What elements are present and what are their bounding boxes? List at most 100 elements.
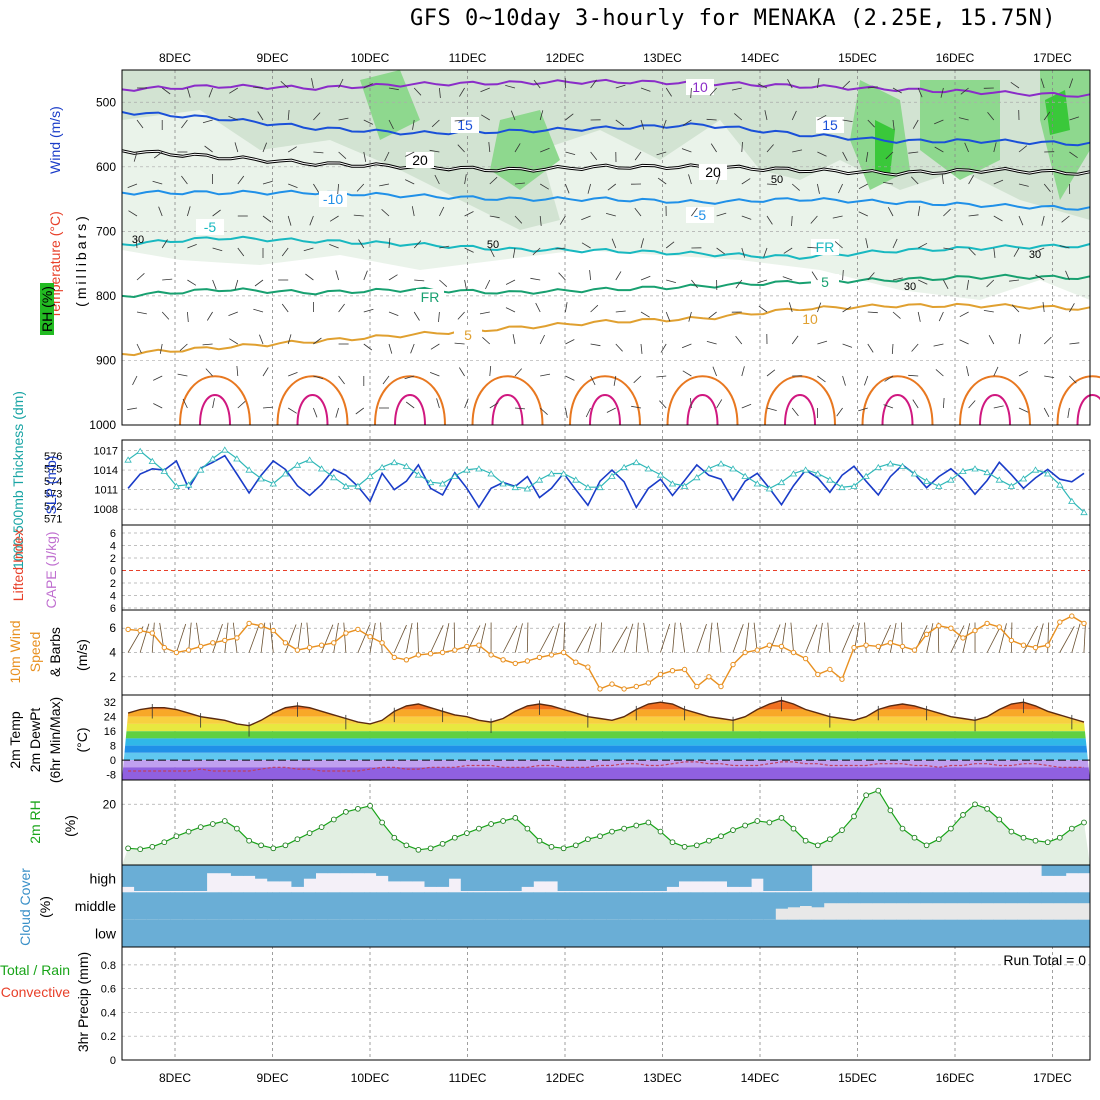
wind-barb	[212, 398, 215, 409]
wind-barb	[864, 375, 869, 386]
wind-barb	[431, 119, 440, 128]
precip-tick: 0.2	[101, 1031, 116, 1043]
thickness-marker	[523, 485, 532, 492]
wind10-point	[609, 681, 615, 687]
wind-barb	[640, 119, 645, 130]
wind10-barb	[212, 623, 223, 653]
isotherm-25-loop	[1056, 375, 1100, 426]
wind-barb	[411, 206, 415, 217]
wind10-barb	[539, 625, 554, 653]
wind-barb	[535, 302, 541, 313]
thickness-marker	[717, 460, 725, 467]
label-wind10: 10m Wind	[7, 620, 23, 683]
cloud-bar	[364, 892, 377, 920]
rh2m-point	[718, 833, 724, 840]
wind-barb	[1043, 336, 1052, 345]
isotherm-30-loop	[979, 394, 1011, 426]
wind-barb	[817, 340, 828, 345]
wind-barb	[615, 271, 622, 281]
date-label-top: 15DEC	[838, 51, 877, 65]
date-label-top: 13DEC	[643, 51, 682, 65]
cloud-bar	[1053, 865, 1067, 876]
wind-barb	[688, 311, 692, 322]
wind-barb	[363, 83, 373, 89]
cloud-row-label: high	[90, 871, 116, 887]
wind-barb	[358, 239, 365, 249]
thickness-marker	[354, 482, 362, 489]
rh2m-point	[149, 843, 156, 850]
rh2m-point	[851, 813, 857, 820]
thickness-marker	[221, 446, 229, 453]
wind-barb	[329, 244, 339, 249]
wind-barb	[253, 308, 264, 313]
thickness-marker	[245, 466, 253, 473]
wind-barb	[287, 109, 290, 121]
wind-barb	[581, 242, 591, 249]
cloud-bar	[727, 919, 740, 947]
cloud-bar	[1065, 919, 1079, 947]
wind-barb	[161, 311, 170, 320]
temp-band	[122, 767, 1090, 780]
cloud-bar	[630, 892, 643, 920]
wind-barb	[811, 271, 818, 281]
wind-barb	[533, 79, 541, 89]
wind-barb	[252, 86, 264, 89]
wind-barb	[665, 87, 672, 97]
wind-barb	[613, 375, 617, 386]
wind10-point	[282, 640, 289, 646]
wind-barb	[817, 183, 820, 194]
cloud-bar	[485, 892, 498, 920]
wind-barb	[187, 244, 197, 249]
cloud-bar	[678, 865, 692, 882]
wind10-barb	[176, 623, 187, 653]
wind10-point	[887, 640, 894, 646]
wind-barb	[1067, 407, 1070, 418]
wind-barb	[136, 311, 147, 315]
temp2m-line	[127, 699, 1085, 727]
isotherm-25-loop	[861, 375, 934, 426]
cloud-bar	[1005, 892, 1018, 904]
wind10-point	[1069, 613, 1075, 619]
wind-barb	[735, 335, 743, 345]
cloud-bar	[436, 919, 450, 947]
wind10-barb	[643, 622, 649, 653]
thickness-marker	[438, 480, 447, 487]
rh2m-point	[1056, 834, 1063, 841]
wind10-point	[657, 671, 664, 678]
wind-barb	[842, 343, 853, 348]
cloud-bar	[944, 892, 958, 904]
wind10-point	[960, 635, 966, 641]
cloud-bar	[763, 892, 776, 920]
wind10-point	[1032, 644, 1039, 651]
wind-barb	[662, 119, 667, 130]
cloud-bar	[243, 892, 256, 920]
isotherm-fr-inner	[121, 150, 1091, 176]
wind10-point	[802, 655, 809, 662]
wind-barb	[682, 370, 692, 377]
wind10-barb	[248, 624, 260, 653]
wind-barb	[436, 398, 440, 409]
cloud-bar	[158, 892, 171, 920]
wind-barb	[891, 343, 894, 355]
wind-barb	[590, 343, 601, 347]
temp-band	[122, 745, 1090, 753]
cloud-bar	[400, 919, 413, 947]
wind-barb	[1018, 334, 1021, 345]
cloud-bar	[412, 865, 425, 882]
wind10-barb	[466, 625, 481, 653]
thickness-marker	[850, 482, 858, 489]
wind-barb	[983, 310, 994, 313]
wind-barb	[640, 275, 651, 281]
panel-frame-cross	[121, 69, 1091, 426]
rh2m-point	[935, 836, 942, 843]
wind-barb	[892, 87, 902, 94]
wind-barb	[585, 407, 591, 418]
lifted-tick: 0	[110, 566, 116, 578]
wind-barb	[313, 375, 324, 380]
pressure-tick: 800	[96, 289, 116, 303]
wind10-point	[778, 643, 785, 650]
cloud-bar	[872, 919, 885, 947]
wind-barb	[1040, 78, 1045, 89]
cloud-bar	[1065, 892, 1079, 904]
panels-layer	[122, 70, 1090, 425]
